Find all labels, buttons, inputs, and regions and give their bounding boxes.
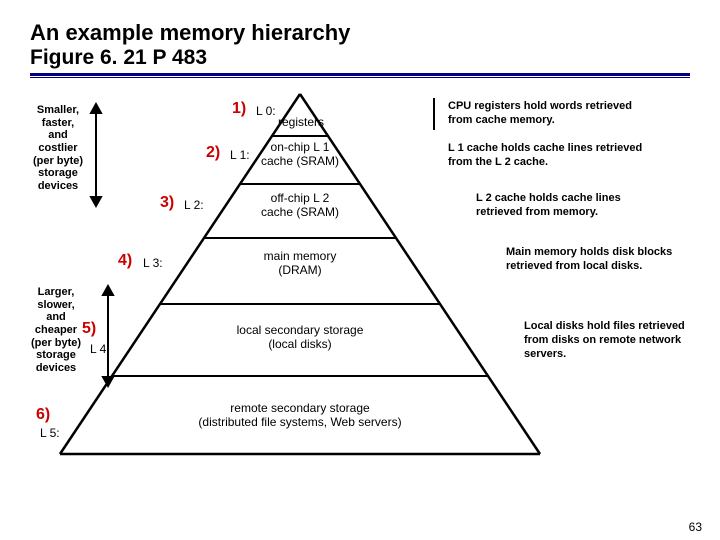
desc-l0: CPU registers hold words retrieved from …	[448, 100, 658, 128]
lbl-l5: L 5:	[40, 426, 60, 440]
num-5: 5)	[82, 320, 96, 338]
diagram-stage: Smaller, faster, and costlier (per byte)…	[30, 86, 690, 486]
desc-l3: Main memory holds disk blocks retrieved …	[506, 246, 676, 274]
main-l0: registers	[276, 116, 326, 130]
num-3: 3)	[160, 194, 174, 212]
page-number: 63	[689, 520, 702, 534]
main-l2: off-chip L 2 cache (SRAM)	[240, 192, 360, 220]
desc-l1: L 1 cache holds cache lines retrieved fr…	[448, 142, 660, 170]
desc-l2: L 2 cache holds cache lines retrieved fr…	[476, 192, 666, 220]
main-l4: local secondary storage (local disks)	[200, 324, 400, 352]
main-l1: on-chip L 1 cache (SRAM)	[252, 141, 348, 169]
rule-thin	[30, 77, 690, 78]
num-6: 6)	[36, 406, 50, 424]
side-label-top: Smaller, faster, and costlier (per byte)…	[28, 104, 88, 192]
desc-l4: Local disks hold files retrieved from di…	[524, 320, 690, 361]
lbl-l1: L 1:	[230, 148, 250, 162]
page-subtitle: Figure 6. 21 P 483	[30, 46, 690, 70]
side-label-bottom: Larger, slower, and cheaper (per byte) s…	[26, 286, 86, 374]
page-title: An example memory hierarchy	[30, 20, 690, 46]
lbl-l0: L 0:	[256, 104, 276, 118]
main-l3: main memory (DRAM)	[230, 250, 370, 278]
num-2: 2)	[206, 144, 220, 162]
num-1: 1)	[232, 100, 246, 118]
rule-thick	[30, 73, 690, 76]
lbl-l2: L 2:	[184, 198, 204, 212]
num-4: 4)	[118, 252, 132, 270]
main-l5: remote secondary storage (distributed fi…	[160, 402, 440, 430]
lbl-l4: L 4:	[90, 342, 110, 356]
lbl-l3: L 3:	[143, 256, 163, 270]
